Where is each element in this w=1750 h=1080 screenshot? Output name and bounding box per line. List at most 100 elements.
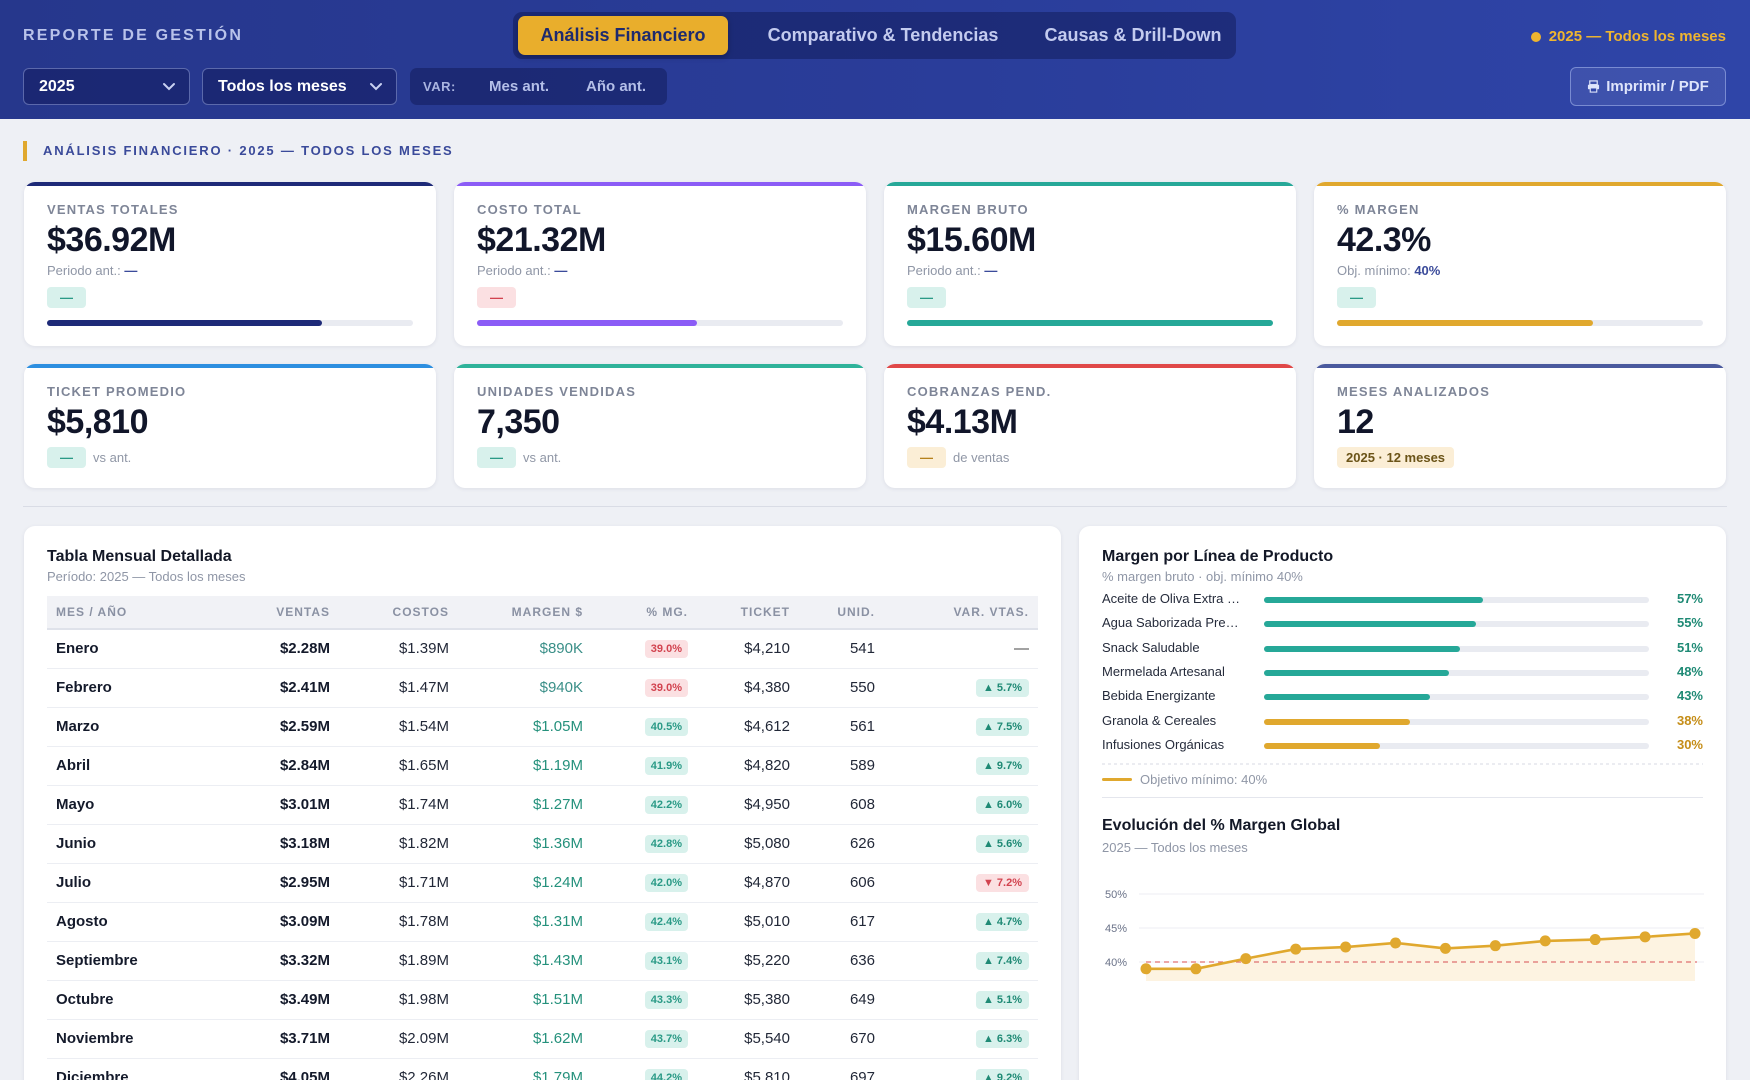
tab-comparativo-tendencias[interactable]: Comparativo & Tendencias bbox=[767, 25, 999, 45]
cell-margen: $1.31M bbox=[458, 902, 592, 942]
table-row[interactable]: Septiembre $3.32M $1.89M $1.43M 43.1% $5,220 6… bbox=[47, 941, 1038, 981]
var-anio-anterior-button[interactable]: Año ant. bbox=[586, 78, 646, 95]
cell-pct: 42.2% bbox=[592, 785, 697, 825]
column-header[interactable]: UNID. bbox=[799, 596, 884, 630]
product-name: Aceite de Oliva Extra … bbox=[1102, 591, 1240, 606]
data-point bbox=[1290, 943, 1302, 955]
cell-unid: 636 bbox=[799, 941, 884, 981]
kpi-progress-fill bbox=[47, 320, 322, 326]
period-badge: 2025 · 12 meses bbox=[1337, 447, 1455, 468]
target-legend: Objetivo mínimo: 40% bbox=[1102, 772, 1267, 787]
variation-badge: ▼ 7.2% bbox=[975, 874, 1029, 892]
cell-pct: 39.0% bbox=[592, 668, 697, 708]
kpi-value: 12 bbox=[1337, 403, 1374, 441]
cell-costos: $1.82M bbox=[339, 824, 458, 864]
cell-costos: $2.09M bbox=[339, 1019, 458, 1059]
table-row[interactable]: Febrero $2.41M $1.47M $940K 39.0% $4,380 550 ▲ … bbox=[47, 668, 1038, 708]
tab-causas-drill-down[interactable]: Causas & Drill-Down bbox=[1044, 25, 1222, 45]
y-tick-label: 50% bbox=[1105, 889, 1127, 901]
table-row[interactable]: Octubre $3.49M $1.98M $1.51M 43.3% $5,380 649 ▲… bbox=[47, 980, 1038, 1020]
table-row[interactable]: Diciembre $4.05M $2.26M $1.79M 44.2% $5,810 69… bbox=[47, 1058, 1038, 1080]
cell-margen: $890K bbox=[458, 629, 592, 669]
product-bar-fill bbox=[1264, 742, 1380, 749]
cell-var: ▲ 7.4% bbox=[884, 941, 1038, 981]
kpi-card-meses: MESES ANALIZADOS 12 2025 · 12 meses bbox=[1314, 364, 1726, 488]
cell-ventas: $2.28M bbox=[227, 629, 339, 669]
table-row[interactable]: Enero $2.28M $1.39M $890K 39.0% $4,210 541 — bbox=[47, 629, 1038, 669]
kpi-value: $36.92M bbox=[47, 221, 176, 259]
margin-pct-badge: 39.0% bbox=[644, 640, 688, 659]
cell-costos: $1.98M bbox=[339, 980, 458, 1020]
column-header[interactable]: VENTAS bbox=[227, 596, 339, 630]
kpi-previous: Periodo ant.: — bbox=[477, 263, 567, 278]
cell-costos: $2.26M bbox=[339, 1058, 458, 1080]
cell-pct: 42.8% bbox=[592, 824, 697, 864]
cell-ticket: $4,820 bbox=[697, 746, 799, 786]
data-point bbox=[1489, 940, 1501, 952]
panel-divider bbox=[1102, 797, 1703, 798]
column-header[interactable]: % MG. bbox=[592, 596, 697, 630]
month-select[interactable]: Todos los meses bbox=[202, 68, 397, 105]
product-bar-track bbox=[1264, 669, 1649, 676]
kpi-card-ticket: TICKET PROMEDIO $5,810 — vs ant. bbox=[24, 364, 436, 488]
cell-ticket: $4,950 bbox=[697, 785, 799, 825]
cell-ventas: $3.49M bbox=[227, 980, 339, 1020]
column-header[interactable]: MARGEN $ bbox=[458, 596, 592, 630]
cell-mes: Enero bbox=[47, 629, 227, 669]
cell-var: ▲ 4.7% bbox=[884, 902, 1038, 942]
margin-pct-badge: 42.0% bbox=[644, 874, 688, 892]
cell-mes: Julio bbox=[47, 863, 227, 903]
cell-costos: $1.74M bbox=[339, 785, 458, 825]
cell-ventas: $4.05M bbox=[227, 1058, 339, 1080]
cell-mes: Septiembre bbox=[47, 941, 227, 981]
kpi-value: $4.13M bbox=[907, 403, 1018, 441]
table-row[interactable]: Marzo $2.59M $1.54M $1.05M 40.5% $4,612 561 ▲ 7… bbox=[47, 707, 1038, 747]
column-header[interactable]: TICKET bbox=[697, 596, 799, 630]
chart-title: Evolución del % Margen Global bbox=[1102, 817, 1341, 834]
table-row[interactable]: Junio $3.18M $1.82M $1.36M 42.8% $5,080 626 ▲ 5… bbox=[47, 824, 1038, 864]
cell-mes: Diciembre bbox=[47, 1058, 227, 1080]
kpi-label: VENTAS TOTALES bbox=[47, 202, 179, 217]
year-select[interactable]: 2025 bbox=[23, 68, 190, 105]
table-row[interactable]: Mayo $3.01M $1.74M $1.27M 42.2% $4,950 608 ▲ 6.… bbox=[47, 785, 1038, 825]
cell-var: ▲ 5.1% bbox=[884, 980, 1038, 1020]
cell-mes: Abril bbox=[47, 746, 227, 786]
kpi-progress-fill bbox=[907, 320, 1273, 326]
product-bar-fill bbox=[1264, 597, 1484, 603]
cell-var: ▼ 7.2% bbox=[884, 863, 1038, 903]
var-mes-anterior-button[interactable]: Mes ant. bbox=[489, 78, 550, 95]
print-pdf-button[interactable]: Imprimir / PDF bbox=[1570, 67, 1726, 106]
card-accent-bar bbox=[24, 182, 436, 186]
variation-badge: ▲ 6.0% bbox=[975, 796, 1029, 814]
table-row[interactable]: Noviembre $3.71M $2.09M $1.62M 43.7% $5,540 67… bbox=[47, 1019, 1038, 1059]
variation-badge: ▲ 4.7% bbox=[975, 913, 1029, 931]
column-header[interactable]: MES / AÑO bbox=[47, 596, 227, 630]
kpi-note: vs ant. bbox=[523, 450, 562, 465]
chevron-down-icon bbox=[163, 83, 175, 91]
kpi-target: Obj. mínimo: 40% bbox=[1337, 263, 1440, 278]
kpi-value: 42.3% bbox=[1337, 221, 1431, 259]
column-header[interactable]: VAR. VTAS. bbox=[884, 596, 1038, 630]
cell-costos: $1.78M bbox=[339, 902, 458, 942]
variation-label: VAR: bbox=[423, 79, 456, 94]
column-header[interactable]: COSTOS bbox=[339, 596, 458, 630]
cell-ventas: $3.18M bbox=[227, 824, 339, 864]
kpi-change-badge: — bbox=[907, 447, 946, 468]
cell-ventas: $2.95M bbox=[227, 863, 339, 903]
table-row[interactable]: Abril $2.84M $1.65M $1.19M 41.9% $4,820 589 ▲ 9… bbox=[47, 746, 1038, 786]
cell-var: ▲ 9.7% bbox=[884, 746, 1038, 786]
margin-pct-badge: 42.2% bbox=[644, 796, 688, 814]
kpi-progress-bar bbox=[907, 320, 1273, 326]
table-row[interactable]: Agosto $3.09M $1.78M $1.31M 42.4% $5,010 617 ▲ … bbox=[47, 902, 1038, 942]
kpi-label: TICKET PROMEDIO bbox=[47, 384, 187, 399]
tab-analisis-financiero[interactable]: Análisis Financiero bbox=[518, 16, 728, 55]
table-row[interactable]: Julio $2.95M $1.71M $1.24M 42.0% $4,870 606 ▼ 7… bbox=[47, 863, 1038, 903]
kpi-progress-fill bbox=[477, 320, 697, 326]
cell-margen: $1.62M bbox=[458, 1019, 592, 1059]
cell-costos: $1.71M bbox=[339, 863, 458, 903]
cell-costos: $1.39M bbox=[339, 629, 458, 669]
month-select-value: Todos los meses bbox=[218, 78, 347, 95]
product-bar-row: Mermelada Artesanal 48% bbox=[1102, 662, 1703, 682]
cell-margen: $1.43M bbox=[458, 941, 592, 981]
kpi-previous-label: Periodo ant.: bbox=[47, 263, 121, 278]
